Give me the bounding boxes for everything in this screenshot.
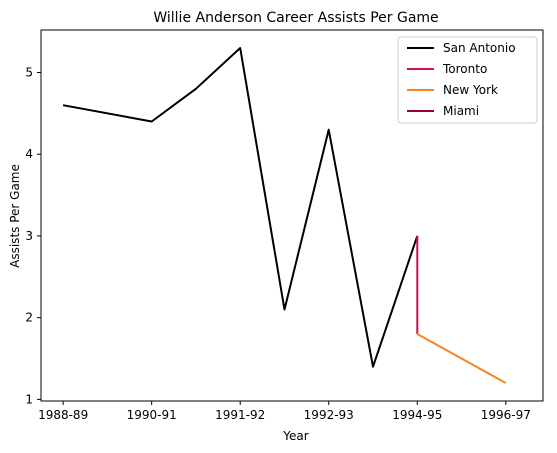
plot-lines xyxy=(62,47,507,384)
x-tick-label: 1988-89 xyxy=(38,408,88,422)
y-axis-label: Assists Per Game xyxy=(8,164,22,268)
x-axis-label: Year xyxy=(282,429,308,443)
series-line xyxy=(62,47,419,368)
series-line xyxy=(416,333,507,384)
x-tick-label: 1996-97 xyxy=(481,408,531,422)
legend-label: Toronto xyxy=(442,62,487,76)
legend-box xyxy=(397,36,538,124)
legend-label: Miami xyxy=(443,104,479,118)
x-tick-label: 1994-95 xyxy=(392,408,442,422)
x-tick-label: 1992-93 xyxy=(304,408,354,422)
y-tick-label: 4 xyxy=(25,147,33,161)
chart-title: Willie Anderson Career Assists Per Game xyxy=(153,10,438,26)
legend-label: San Antonio xyxy=(443,41,516,55)
y-axis: 1 2 3 4 5 xyxy=(25,65,41,406)
legend: San Antonio Toronto New York Miami xyxy=(397,36,538,124)
x-axis: 1988-89 1990-91 1991-92 1992-93 1994-95 1996-… xyxy=(38,401,531,422)
plot-frame xyxy=(40,29,544,402)
y-tick-label: 5 xyxy=(25,65,33,79)
y-tick-label: 3 xyxy=(25,229,33,243)
y-tick-label: 2 xyxy=(25,311,33,325)
x-tick-label: 1990-91 xyxy=(127,408,177,422)
legend-label: New York xyxy=(443,83,498,97)
x-tick-label: 1991-92 xyxy=(215,408,265,422)
y-tick-label: 1 xyxy=(25,392,33,406)
